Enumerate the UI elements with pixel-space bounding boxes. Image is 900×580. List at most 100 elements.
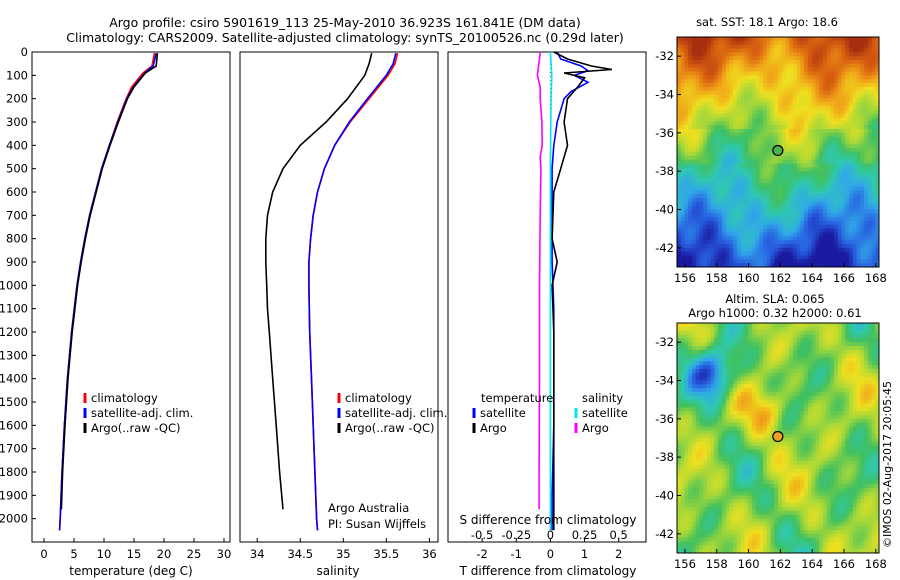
sst-map-cell xyxy=(834,259,839,264)
sst-map-cell xyxy=(748,106,753,111)
sla-map-cell xyxy=(759,323,764,328)
sst-map-cell xyxy=(830,209,835,214)
sst-map-cell xyxy=(725,167,730,172)
sla-map-cell xyxy=(740,422,745,427)
sst-map-cell xyxy=(759,75,764,80)
sla-map-cell xyxy=(695,418,700,424)
sla-map-cell xyxy=(766,330,771,335)
sla-map-cell xyxy=(845,353,850,358)
sst-map-cell xyxy=(834,44,839,49)
sla-map-cell xyxy=(860,426,865,431)
sst-map-cell xyxy=(680,83,685,88)
sst-map-cell xyxy=(733,255,738,260)
sst-map-cell xyxy=(744,129,749,134)
sst-map-cell xyxy=(781,255,786,260)
sst-map-cell xyxy=(841,86,846,92)
sst-map-cell xyxy=(751,240,756,245)
sst-map-cell xyxy=(852,247,857,253)
sst-map-cell xyxy=(867,40,872,46)
sst-map-cell xyxy=(841,102,846,107)
sst-map-cell xyxy=(852,240,857,245)
sla-map-cell xyxy=(800,326,805,332)
sst-map-cell xyxy=(684,178,689,184)
sla-map-cell xyxy=(677,418,682,424)
sst-map-cell xyxy=(875,98,880,103)
sst-map-cell xyxy=(763,90,768,95)
sst-map-cell xyxy=(695,71,700,76)
sla-map-cell xyxy=(796,342,801,347)
sla-map-cell xyxy=(684,342,689,347)
sst-map-cell xyxy=(822,190,828,195)
sst-map-cell xyxy=(837,159,842,164)
sla-map-cell xyxy=(751,399,756,404)
sla-map-cell xyxy=(766,418,771,424)
sst-map-cell xyxy=(691,71,697,76)
sst-map-cell xyxy=(699,163,704,168)
sst-map-cell xyxy=(710,94,715,99)
sst-map-cell xyxy=(729,217,734,222)
sst-map-cell xyxy=(837,132,842,138)
sst-map-cell xyxy=(845,263,850,268)
sla-map-cell xyxy=(871,422,876,427)
sst-map-cell xyxy=(703,228,708,233)
sst-map-cell xyxy=(763,106,768,111)
sst-map-cell xyxy=(796,86,801,92)
sla-map-cell xyxy=(867,369,872,374)
sst-map-cell xyxy=(845,56,850,61)
sla-map-cell xyxy=(781,376,786,381)
sst-map-cell xyxy=(725,159,730,164)
sst-map-cell xyxy=(852,159,857,164)
sst-map-cell xyxy=(856,232,861,237)
sst-map-cell xyxy=(804,60,809,65)
sst-map-cell xyxy=(721,37,727,42)
sst-map-cell xyxy=(789,44,794,49)
sla-map-cell xyxy=(710,418,715,424)
sst-map-cell xyxy=(875,129,880,134)
sla-map-cell xyxy=(680,395,685,401)
sst-map-cell xyxy=(807,194,813,199)
sla-map-cell xyxy=(867,392,872,397)
sst-map-cell xyxy=(841,167,846,172)
sla-map-cell xyxy=(845,411,850,416)
sla-map-cell xyxy=(763,403,768,408)
sst-map-cell xyxy=(860,121,865,126)
sst-map-cell xyxy=(695,60,700,65)
sst-map-cell xyxy=(721,232,727,237)
sla-map-cell xyxy=(830,422,835,427)
depth-tick-label: 1900 xyxy=(0,488,28,502)
sst-map-cell xyxy=(736,148,741,153)
sst-map-cell xyxy=(837,217,842,222)
sla-map-cell xyxy=(680,384,685,389)
sst-map-cell xyxy=(837,247,842,253)
sst-map-cell xyxy=(807,40,813,46)
sst-map-cell xyxy=(852,198,857,203)
sla-map-cell xyxy=(699,330,704,335)
sst-map-cell xyxy=(759,205,764,210)
sst-map-cell xyxy=(856,240,861,245)
sst-map-cell xyxy=(860,40,865,46)
sst-map-cell xyxy=(763,60,768,65)
sst-map-cell xyxy=(781,75,786,80)
sst-map-cell xyxy=(755,240,760,245)
sst-map-cell xyxy=(837,86,842,92)
sla-map-cell xyxy=(785,338,790,343)
sla-map-cell xyxy=(729,342,734,347)
sla-map-cell xyxy=(770,334,775,339)
sst-map-cell xyxy=(684,152,689,157)
sst-map-cell xyxy=(688,140,693,145)
sst-map-cell xyxy=(792,224,798,230)
sst-map-cell xyxy=(864,236,869,241)
sst-map-cell xyxy=(733,86,738,92)
sst-map-cell xyxy=(811,140,816,145)
sst-map-cell xyxy=(792,244,798,249)
sst-map-cell xyxy=(710,240,715,245)
sst-map-cell xyxy=(770,117,775,122)
sla-map-cell xyxy=(841,338,846,343)
sla-map-cell xyxy=(852,403,857,408)
sst-map-cell xyxy=(834,244,839,249)
temperature-series xyxy=(58,53,159,531)
sla-map-cell xyxy=(763,342,768,347)
sla-map-cell xyxy=(680,326,685,332)
sst-map-cell xyxy=(875,182,880,187)
sst-map-cell xyxy=(759,221,764,226)
